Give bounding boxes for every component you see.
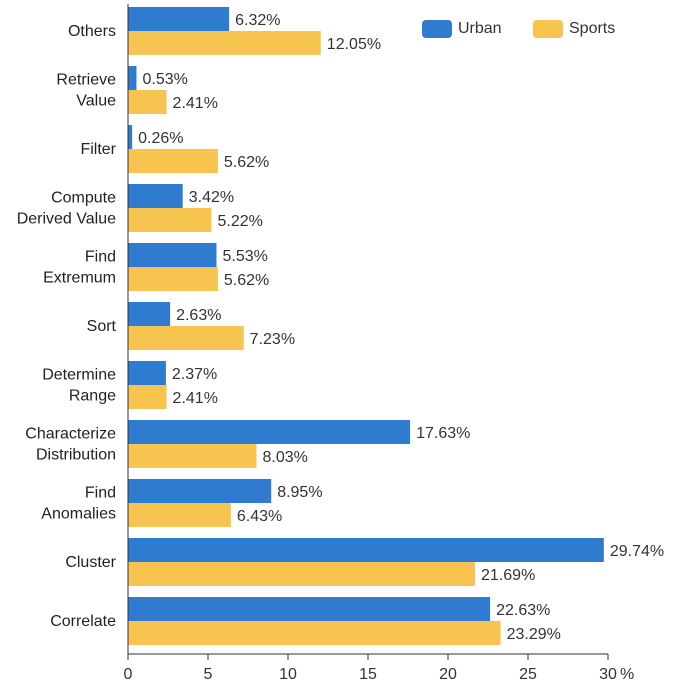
category-label-retrieve-value: Retrieve Value <box>56 72 116 110</box>
x-tick-label-0: 0 <box>124 666 133 683</box>
data-label-sports-determine-range: 2.41% <box>173 390 218 407</box>
bar-sports-find-extremum <box>128 267 218 291</box>
data-label-sports-characterize-distribution: 8.03% <box>262 449 307 466</box>
bar-sports-characterize-distribution <box>128 444 257 468</box>
bar-urban-find-anomalies <box>128 479 272 503</box>
data-label-sports-filter: 5.62% <box>224 154 269 171</box>
bar-urban-find-extremum <box>128 243 217 267</box>
data-label-sports-others: 12.05% <box>327 36 381 53</box>
x-tick-label-30: 30 <box>599 666 617 683</box>
data-label-sports-retrieve-value: 2.41% <box>173 95 218 112</box>
legend-swatch-urban <box>422 20 452 38</box>
data-label-sports-find-extremum: 5.62% <box>224 272 269 289</box>
bars-layer <box>128 7 604 645</box>
category-label-compute-derived-value: Compute Derived Value <box>17 190 116 228</box>
bar-urban-retrieve-value <box>128 66 137 90</box>
data-labels-layer: 6.32% 12.05% 0.53% 2.41% 0.26% 5.62% 3.42% 5.22… <box>138 12 664 643</box>
data-label-sports-cluster: 21.69% <box>481 567 535 584</box>
legend-label-sports: Sports <box>569 20 615 37</box>
category-label-determine-range: Determine Range <box>42 367 116 405</box>
x-axis-unit: % <box>620 666 634 683</box>
bar-urban-cluster <box>128 538 604 562</box>
data-label-urban-characterize-distribution: 17.63% <box>416 425 470 442</box>
data-label-urban-sort: 2.63% <box>176 307 221 324</box>
category-label-others: Others <box>68 23 116 40</box>
data-label-urban-compute-derived-value: 3.42% <box>189 189 234 206</box>
category-label-find-extremum: Find Extremum <box>43 249 116 287</box>
category-label-correlate: Correlate <box>50 613 116 630</box>
x-tick-label-20: 20 <box>439 666 457 683</box>
x-tick-label-10: 10 <box>279 666 297 683</box>
category-label-sort: Sort <box>87 318 117 335</box>
bar-urban-filter <box>128 125 133 149</box>
data-label-sports-sort: 7.23% <box>250 331 295 348</box>
data-label-urban-filter: 0.26% <box>138 130 183 147</box>
category-label-cluster: Cluster <box>65 554 116 571</box>
bar-sports-others <box>128 31 321 55</box>
bar-sports-determine-range <box>128 385 167 409</box>
bar-sports-cluster <box>128 562 476 586</box>
data-label-urban-determine-range: 2.37% <box>172 366 217 383</box>
category-label-characterize-distribution: Characterize Distribution <box>25 426 116 464</box>
legend-label-urban: Urban <box>458 20 502 37</box>
bar-sports-retrieve-value <box>128 90 167 114</box>
legend-swatch-sports <box>533 20 563 38</box>
bar-sports-compute-derived-value <box>128 208 212 232</box>
bar-urban-sort <box>128 302 171 326</box>
category-label-filter: Filter <box>80 141 116 158</box>
bar-urban-correlate <box>128 597 491 621</box>
data-label-urban-find-anomalies: 8.95% <box>277 484 322 501</box>
data-label-urban-correlate: 22.63% <box>496 602 550 619</box>
bar-urban-characterize-distribution <box>128 420 411 444</box>
x-tick-label-5: 5 <box>204 666 213 683</box>
data-label-urban-retrieve-value: 0.53% <box>142 71 187 88</box>
bar-sports-find-anomalies <box>128 503 231 527</box>
data-label-sports-compute-derived-value: 5.22% <box>218 213 263 230</box>
data-label-sports-find-anomalies: 6.43% <box>237 508 282 525</box>
x-tick-label-15: 15 <box>359 666 377 683</box>
category-label-find-anomalies: Find Anomalies <box>41 485 116 523</box>
category-labels-layer: Others Retrieve Value Filter Compute Derived … <box>17 23 117 630</box>
bar-urban-determine-range <box>128 361 166 385</box>
bar-sports-filter <box>128 149 218 173</box>
data-label-urban-find-extremum: 5.53% <box>222 248 267 265</box>
bar-urban-others <box>128 7 230 31</box>
x-tick-label-25: 25 <box>519 666 537 683</box>
legend: Urban Sports <box>422 20 615 38</box>
bar-urban-compute-derived-value <box>128 184 183 208</box>
data-label-sports-correlate: 23.29% <box>507 626 561 643</box>
bar-sports-correlate <box>128 621 501 645</box>
data-label-urban-cluster: 29.74% <box>610 543 664 560</box>
data-label-urban-others: 6.32% <box>235 12 280 29</box>
bar-sports-sort <box>128 326 244 350</box>
x-axis: 0 5 10 15 20 25 30% <box>124 4 634 683</box>
